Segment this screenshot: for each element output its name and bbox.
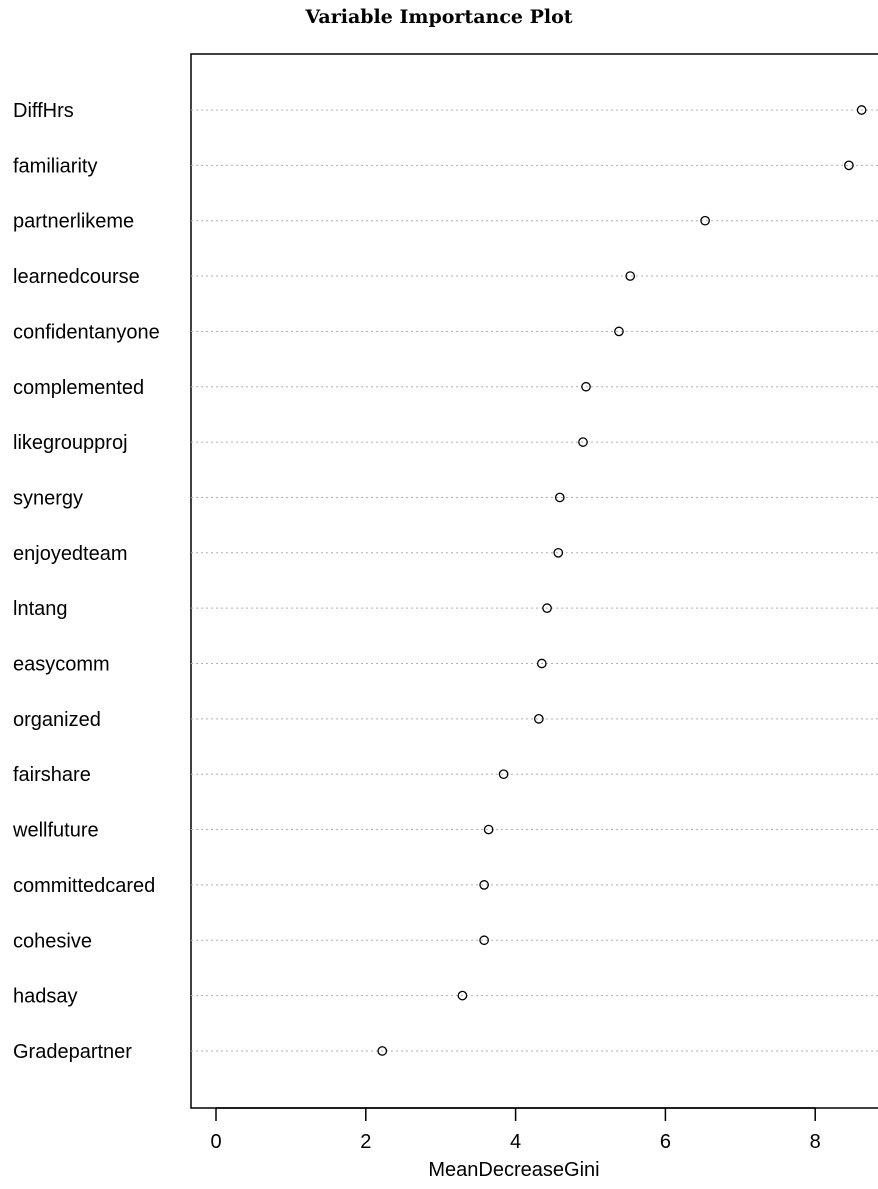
category-label: DiffHrs xyxy=(13,100,74,122)
category-label: easycomm xyxy=(13,654,110,676)
data-point xyxy=(625,271,636,281)
data-points xyxy=(377,105,867,1056)
data-point xyxy=(578,437,588,447)
data-point xyxy=(856,105,867,115)
category-label: hadsay xyxy=(13,986,78,1008)
x-tick-label: 0 xyxy=(210,1131,221,1153)
x-tick-label: 8 xyxy=(810,1131,821,1153)
category-label: enjoyedteam xyxy=(13,543,128,565)
x-axis: 0 2 4 6 8 xyxy=(210,1107,821,1153)
data-point xyxy=(533,713,544,724)
category-label: fairshare xyxy=(13,764,91,786)
x-tick-label: 2 xyxy=(360,1131,371,1153)
category-label: confidentanyone xyxy=(13,321,160,343)
data-point xyxy=(553,547,564,558)
data-point xyxy=(479,880,489,890)
category-label: Gradepartner xyxy=(13,1041,132,1063)
data-point xyxy=(479,935,489,946)
category-label: lntang xyxy=(13,598,68,620)
category-label: partnerlikeme xyxy=(13,211,134,233)
category-label: organized xyxy=(13,709,101,731)
x-axis-title: MeanDecreaseGini xyxy=(428,1159,599,1181)
category-label: likegroupproj xyxy=(13,432,128,454)
category-label: committedcared xyxy=(13,875,155,897)
grid-lines xyxy=(191,109,878,1052)
data-point xyxy=(581,381,591,392)
category-label: cohesive xyxy=(13,930,92,952)
data-point xyxy=(483,824,494,835)
data-point xyxy=(377,1046,388,1056)
data-point xyxy=(536,658,547,669)
data-point xyxy=(542,603,552,614)
chart-title: Variable Importance Plot xyxy=(305,6,573,28)
plot-frame xyxy=(190,53,878,1109)
category-label: learnedcourse xyxy=(13,266,140,288)
category-label: synergy xyxy=(13,487,83,509)
data-point xyxy=(457,990,468,1001)
category-label: complemented xyxy=(13,377,144,399)
data-point xyxy=(844,160,854,171)
x-tick-label: 6 xyxy=(660,1131,671,1153)
category-labels: DiffHrs familiarity partnerlikeme learnedco… xyxy=(12,100,160,1063)
data-point xyxy=(700,215,710,226)
category-label: wellfuture xyxy=(12,820,99,842)
data-point xyxy=(498,769,509,780)
data-point xyxy=(614,326,624,337)
x-tick-label: 4 xyxy=(510,1131,521,1153)
category-label: familiarity xyxy=(13,155,97,177)
data-point xyxy=(554,492,565,503)
